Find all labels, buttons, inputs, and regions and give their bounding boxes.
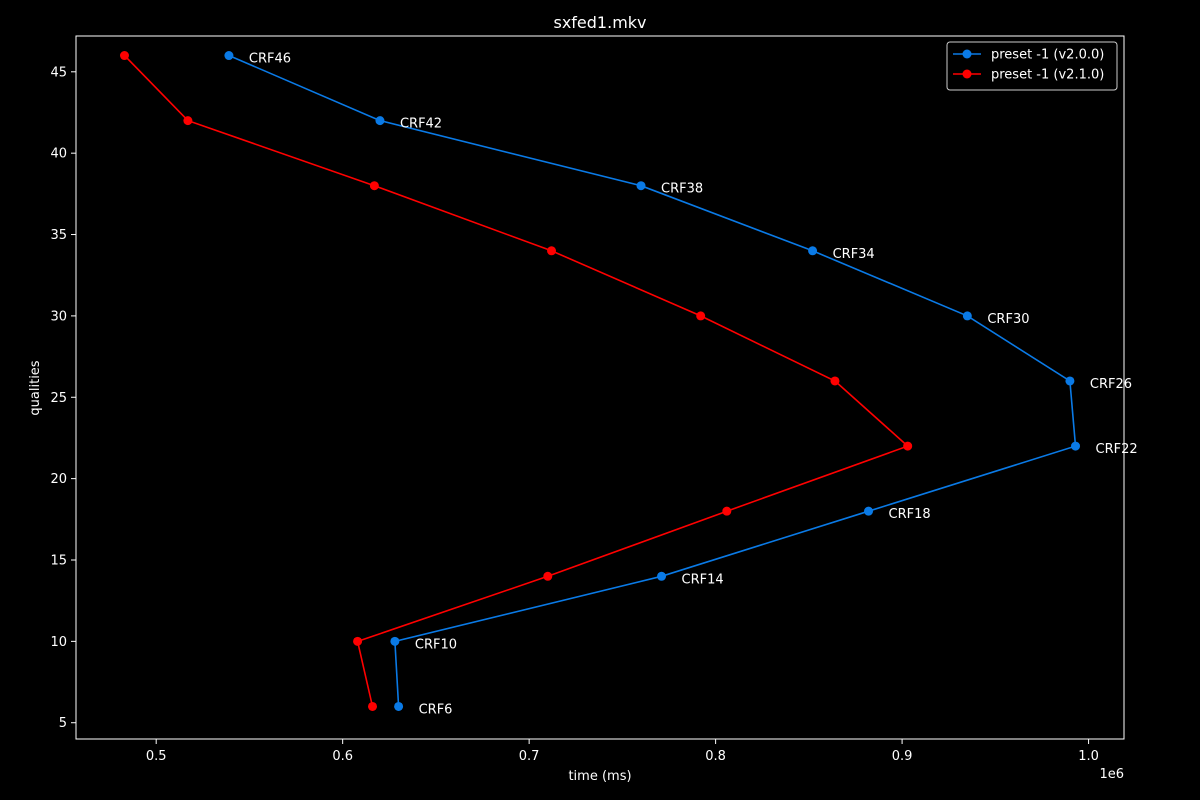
data-point <box>1065 376 1075 386</box>
point-annotation: CRF10 <box>415 637 457 652</box>
chart-title: sxfed1.mkv <box>553 13 646 32</box>
data-point <box>390 636 400 646</box>
legend-marker <box>962 69 972 79</box>
y-tick-label: 20 <box>50 472 67 487</box>
y-tick-label: 35 <box>50 228 67 243</box>
x-axis-label: time (ms) <box>568 769 631 784</box>
data-point <box>696 311 706 321</box>
series-1 <box>119 51 913 711</box>
data-point <box>547 246 557 256</box>
data-point <box>864 506 874 516</box>
legend-marker <box>962 49 972 59</box>
point-annotation: CRF26 <box>1090 377 1132 392</box>
data-point <box>369 181 379 191</box>
data-point <box>722 506 732 516</box>
data-point <box>224 51 234 61</box>
x-tick-label: 0.6 <box>332 749 353 764</box>
legend-label: preset -1 (v2.1.0) <box>991 68 1104 83</box>
data-point <box>375 116 385 126</box>
y-axis-label: qualities <box>28 360 43 415</box>
data-point <box>657 571 667 581</box>
data-point <box>903 441 913 451</box>
data-point <box>808 246 818 256</box>
y-tick-label: 10 <box>50 635 67 650</box>
point-annotation: CRF22 <box>1096 442 1138 457</box>
series-layer <box>119 51 1081 711</box>
legend-label: preset -1 (v2.0.0) <box>991 48 1104 63</box>
x-axis: 0.5 0.6 0.7 0.8 0.9 1.0 <box>146 739 1099 764</box>
y-tick-label: 25 <box>50 391 67 406</box>
data-point <box>119 51 129 61</box>
point-annotation: CRF34 <box>833 247 875 262</box>
x-tick-label: 0.8 <box>705 749 726 764</box>
point-annotation: CRF38 <box>661 182 703 197</box>
data-point <box>183 116 193 126</box>
data-point <box>367 701 377 711</box>
x-tick-label: 0.5 <box>146 749 167 764</box>
y-tick-label: 15 <box>50 553 67 568</box>
x-tick-label: 1.0 <box>1078 749 1099 764</box>
data-point <box>830 376 840 386</box>
data-point <box>1071 441 1081 451</box>
x-axis-offset-label: 1e6 <box>1099 767 1124 782</box>
data-point <box>394 701 404 711</box>
plot-area-frame <box>75 35 1125 740</box>
y-axis: 5 10 15 20 25 30 35 40 45 <box>50 65 76 731</box>
point-annotation: CRF6 <box>419 702 453 717</box>
legend-entry: preset -1 (v2.1.0) <box>953 68 1104 83</box>
x-tick-label: 0.9 <box>892 749 913 764</box>
data-point <box>636 181 646 191</box>
data-point <box>962 311 972 321</box>
y-tick-label: 30 <box>50 309 67 324</box>
series-0 <box>224 51 1081 711</box>
annotation-layer: CRF46 CRF42 CRF38 CRF34 CRF30 CRF26 CRF22 CRF18… <box>249 52 1138 718</box>
point-annotation: CRF14 <box>682 572 724 587</box>
point-annotation: CRF18 <box>889 507 931 522</box>
data-point <box>353 636 363 646</box>
point-annotation: CRF46 <box>249 52 291 67</box>
x-tick-label: 0.7 <box>519 749 540 764</box>
legend: preset -1 (v2.0.0) preset -1 (v2.1.0) <box>946 41 1118 91</box>
data-point <box>543 571 553 581</box>
y-tick-label: 40 <box>50 147 67 162</box>
point-annotation: CRF42 <box>400 117 442 132</box>
point-annotation: CRF30 <box>987 312 1029 327</box>
y-tick-label: 45 <box>50 65 67 80</box>
legend-box <box>946 41 1118 91</box>
y-tick-label: 5 <box>59 716 67 731</box>
legend-entry: preset -1 (v2.0.0) <box>953 48 1104 63</box>
